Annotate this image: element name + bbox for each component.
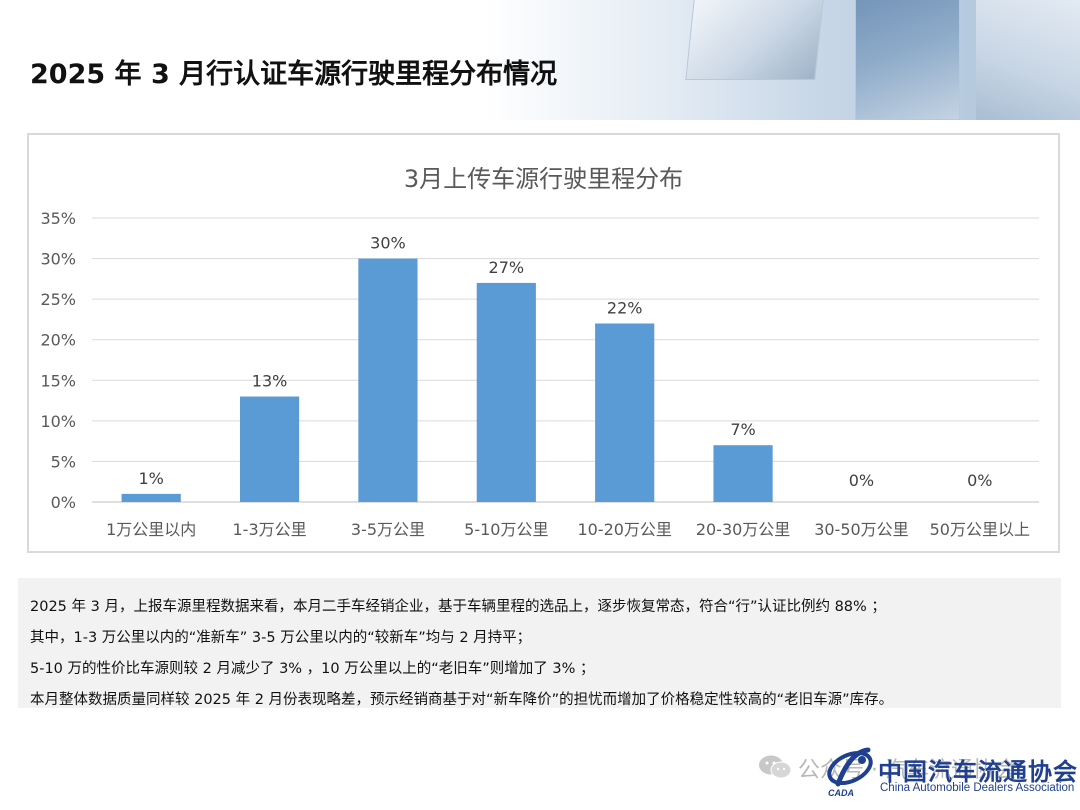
bar [358,258,418,502]
footer-logo: 公众号 · 汽车流通协会 CADA 中国汽车流通协会 China Automob… [750,738,1080,800]
data-label: 7% [730,420,755,439]
header-banner: 2025 年 3 月行认证车源行驶里程分布情况 [0,0,1080,120]
bar [476,282,536,502]
bar [121,493,181,502]
data-label: 0% [967,471,992,490]
data-label: 27% [489,258,525,277]
decorative-cube [855,0,960,120]
bar [239,396,300,502]
data-label: 0% [849,471,874,490]
logo-abbreviation: CADA [828,788,854,798]
decorative-cube [685,0,825,80]
description-line: 其中，1-3 万公里以内的“准新车” 3-5 万公里以内的“较新车”均与 2 月… [30,630,532,646]
x-tick-label: 30-50万公里 [814,520,909,539]
wechat-icon [759,755,792,779]
description-line: 2025 年 3 月，上报车源里程数据来看，本月二手车经销企业，基于车辆里程的选… [30,599,886,615]
chart-title: 3月上传车源行驶里程分布 [403,165,684,193]
decorative-cube [975,0,1080,120]
description-line: 5-10 万的性价比车源则较 2 月减少了 3% ，10 万公里以上的“老旧车”… [30,661,595,677]
description-panel: 2025 年 3 月，上报车源里程数据来看，本月二手车经销企业，基于车辆里程的选… [18,578,1061,708]
y-tick-label: 30% [40,250,76,269]
y-tick-label: 0% [51,493,76,512]
page-title: 2025 年 3 月行认证车源行驶里程分布情况 [30,59,558,90]
data-label: 1% [138,469,163,488]
logo-name-en: China Automobile Dealers Association [880,782,1075,794]
bar [595,323,655,502]
y-tick-label: 20% [40,331,76,350]
chart-panel: 3月上传车源行驶里程分布 0% 5% 10% 15% 20% 25% 30% 35% 1% 1万公… [27,133,1060,553]
y-tick-label: 25% [40,290,76,309]
y-tick-label: 10% [40,412,76,431]
bar-chart: 0% 5% 10% 15% 20% 25% 30% 35% 1% 1万公里以内 13% 1-3万公里 3… [40,209,1039,539]
x-tick-label: 20-30万公里 [696,520,791,539]
description-line: 本月整体数据质量同样较 2025 年 2 月份表现略差，预示经销商基于对“新车降… [30,692,894,708]
x-tick-label: 3-5万公里 [351,520,425,539]
y-tick-label: 5% [51,452,76,471]
x-tick-label: 10-20万公里 [577,520,672,539]
x-tick-label: 50万公里以上 [930,520,1030,539]
data-label: 13% [252,372,288,391]
bar [713,445,773,502]
cada-logo-icon [827,747,873,787]
data-label: 22% [607,298,643,317]
logo-name-cn: 中国汽车流通协会 [878,758,1078,786]
x-tick-label: 5-10万公里 [464,520,548,539]
x-tick-label: 1-3万公里 [232,520,306,539]
y-tick-label: 35% [40,209,76,228]
data-label: 30% [370,234,406,253]
x-tick-label: 1万公里以内 [106,520,196,539]
y-tick-label: 15% [40,371,76,390]
